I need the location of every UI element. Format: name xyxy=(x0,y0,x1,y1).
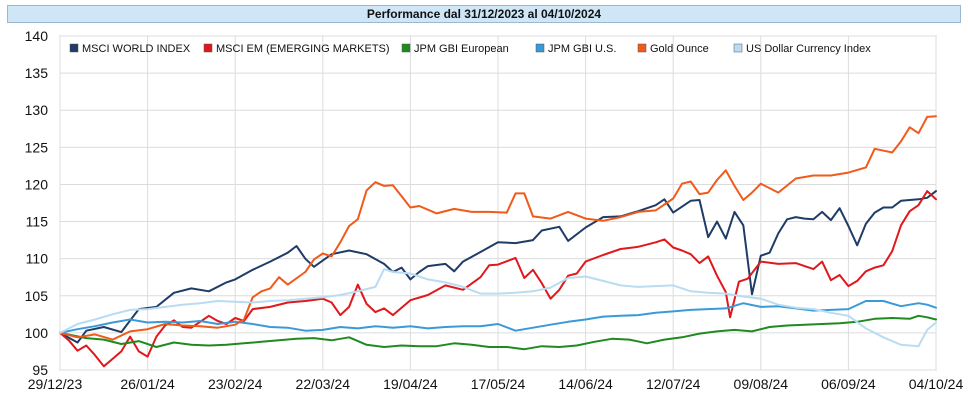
y-tick-label: 115 xyxy=(26,214,49,230)
series-line-us-dollar-currency-index xyxy=(59,268,937,348)
y-tick-label: 110 xyxy=(26,251,49,267)
legend-swatch xyxy=(535,43,545,53)
y-tick-label: 135 xyxy=(25,65,49,81)
legend-label: Gold Ounce xyxy=(650,43,709,55)
legend-label: JPM GBI U.S. xyxy=(548,43,616,55)
series-line-msci-world-index xyxy=(59,190,937,344)
x-tick-label: 26/01/24 xyxy=(120,376,175,392)
legend-item: MSCI WORLD INDEX xyxy=(69,43,191,55)
x-tick-label: 12/07/24 xyxy=(646,376,701,392)
x-tick-label: 04/10/24 xyxy=(909,376,964,392)
y-tick-label: 120 xyxy=(25,176,49,192)
legend-label: JPM GBI European xyxy=(414,43,509,55)
legend-swatch xyxy=(733,43,743,53)
x-tick-label: 09/08/24 xyxy=(734,376,789,392)
legend-item: MSCI EM (EMERGING MARKETS) xyxy=(203,43,390,55)
legend-swatch xyxy=(401,43,411,53)
x-tick-label: 19/04/24 xyxy=(383,376,438,392)
x-tick-label: 23/02/24 xyxy=(208,376,263,392)
y-tick-label: 130 xyxy=(25,102,49,118)
legend-label: US Dollar Currency Index xyxy=(746,43,871,55)
y-tick-label: 100 xyxy=(25,325,49,341)
series-line-jpm-gbi-european xyxy=(59,314,937,351)
y-tick-label: 140 xyxy=(25,28,49,44)
x-tick-label: 29/12/23 xyxy=(28,376,83,392)
x-tick-label: 06/09/24 xyxy=(821,376,876,392)
legend-label: MSCI EM (EMERGING MARKETS) xyxy=(216,43,390,55)
x-tick-label: 14/06/24 xyxy=(558,376,613,392)
x-tick-label: 22/03/24 xyxy=(296,376,351,392)
legend-item: JPM GBI European xyxy=(401,43,509,55)
y-tick-label: 105 xyxy=(25,288,49,304)
legend-swatch xyxy=(637,43,647,53)
chart-title: Performance dal 31/12/2023 al 04/10/2024 xyxy=(7,5,961,23)
legend-label: MSCI WORLD INDEX xyxy=(82,43,191,55)
x-tick-label: 17/05/24 xyxy=(471,376,526,392)
legend-swatch xyxy=(69,43,79,53)
legend-item: JPM GBI U.S. xyxy=(535,43,616,55)
legend-item: US Dollar Currency Index xyxy=(733,43,871,55)
y-tick-label: 95 xyxy=(32,362,48,378)
y-tick-label: 125 xyxy=(25,139,49,155)
series-line-jpm-gbi-u-s xyxy=(59,300,937,334)
legend-swatch xyxy=(203,43,213,53)
legend-item: Gold Ounce xyxy=(637,43,709,55)
series-line-gold-ounce xyxy=(59,115,937,341)
